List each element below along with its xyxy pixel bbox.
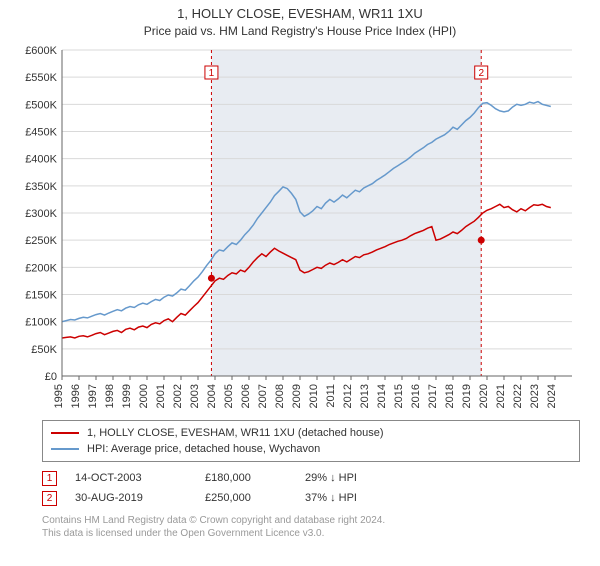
svg-text:2007: 2007 — [257, 384, 269, 408]
legend-item: HPI: Average price, detached house, Wych… — [51, 441, 571, 457]
svg-text:2011: 2011 — [325, 384, 337, 408]
legend: 1, HOLLY CLOSE, EVESHAM, WR11 1XU (detac… — [42, 420, 580, 462]
svg-text:£350K: £350K — [25, 181, 57, 193]
event-marker: 1 — [42, 471, 57, 486]
footnote-line2: This data is licensed under the Open Gov… — [42, 527, 580, 540]
event-marker: 2 — [42, 491, 57, 506]
svg-text:2022: 2022 — [512, 384, 524, 408]
event-price: £250,000 — [205, 492, 305, 504]
svg-text:£450K: £450K — [25, 127, 57, 139]
chart-area: £0 £50K £100K £150K £200K £250K £300K £350K £400… — [20, 46, 580, 416]
svg-text:1998: 1998 — [104, 384, 116, 408]
svg-text:2009: 2009 — [291, 384, 303, 408]
footnote-line1: Contains HM Land Registry data © Crown c… — [42, 514, 580, 527]
svg-text:£500K: £500K — [25, 99, 57, 111]
svg-text:2019: 2019 — [461, 384, 473, 408]
svg-text:2002: 2002 — [172, 384, 184, 408]
chart-title-line2: Price paid vs. HM Land Registry's House … — [0, 24, 600, 38]
svg-text:£150K: £150K — [25, 290, 57, 302]
svg-text:1997: 1997 — [87, 384, 99, 408]
event-diff: 29% ↓ HPI — [305, 472, 425, 484]
svg-text:2020: 2020 — [478, 384, 490, 408]
svg-text:£300K: £300K — [25, 208, 57, 220]
svg-text:£100K: £100K — [25, 317, 57, 329]
svg-text:2010: 2010 — [308, 384, 320, 408]
svg-text:£250K: £250K — [25, 235, 57, 247]
svg-text:1996: 1996 — [70, 384, 82, 408]
legend-label: 1, HOLLY CLOSE, EVESHAM, WR11 1XU (detac… — [87, 427, 384, 439]
svg-text:2001: 2001 — [155, 384, 167, 408]
svg-text:1: 1 — [209, 68, 215, 79]
event-date: 14-OCT-2003 — [75, 472, 205, 484]
svg-text:2005: 2005 — [223, 384, 235, 408]
svg-text:£0: £0 — [45, 371, 57, 383]
svg-text:2006: 2006 — [240, 384, 252, 408]
svg-text:2014: 2014 — [376, 384, 388, 408]
svg-text:2023: 2023 — [529, 384, 541, 408]
legend-swatch — [51, 432, 79, 434]
event-row: 2 30-AUG-2019£250,00037% ↓ HPI — [42, 488, 580, 508]
chart-title-line1: 1, HOLLY CLOSE, EVESHAM, WR11 1XU — [0, 6, 600, 21]
svg-text:£550K: £550K — [25, 72, 57, 84]
event-row: 1 14-OCT-2003£180,00029% ↓ HPI — [42, 468, 580, 488]
svg-text:2003: 2003 — [189, 384, 201, 408]
legend-item: 1, HOLLY CLOSE, EVESHAM, WR11 1XU (detac… — [51, 425, 571, 441]
event-date: 30-AUG-2019 — [75, 492, 205, 504]
svg-text:1995: 1995 — [53, 384, 65, 408]
svg-text:2008: 2008 — [274, 384, 286, 408]
svg-text:2021: 2021 — [495, 384, 507, 408]
svg-text:2: 2 — [478, 68, 484, 79]
legend-label: HPI: Average price, detached house, Wych… — [87, 443, 320, 455]
svg-text:£400K: £400K — [25, 154, 57, 166]
svg-text:£50K: £50K — [31, 344, 57, 356]
svg-text:2004: 2004 — [206, 384, 218, 408]
footnote: Contains HM Land Registry data © Crown c… — [42, 514, 580, 540]
svg-text:2012: 2012 — [342, 384, 354, 408]
svg-text:2016: 2016 — [410, 384, 422, 408]
svg-text:£200K: £200K — [25, 262, 57, 274]
svg-text:2017: 2017 — [427, 384, 439, 408]
svg-text:2024: 2024 — [546, 384, 558, 408]
svg-text:1999: 1999 — [121, 384, 133, 408]
event-price: £180,000 — [205, 472, 305, 484]
svg-text:2013: 2013 — [359, 384, 371, 408]
svg-text:2015: 2015 — [393, 384, 405, 408]
svg-text:2018: 2018 — [444, 384, 456, 408]
svg-text:2000: 2000 — [138, 384, 150, 408]
events-table: 1 14-OCT-2003£180,00029% ↓ HPI 2 30-AUG-201… — [42, 468, 580, 508]
svg-text:£600K: £600K — [25, 46, 57, 57]
legend-swatch — [51, 448, 79, 450]
event-diff: 37% ↓ HPI — [305, 492, 425, 504]
